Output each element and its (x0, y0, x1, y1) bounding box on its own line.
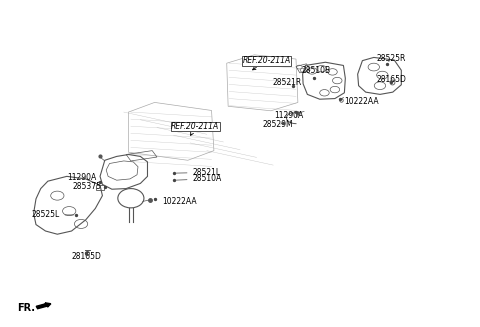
Text: REF.20-211A: REF.20-211A (171, 122, 219, 135)
Text: 11290A: 11290A (274, 111, 303, 120)
Text: FR.: FR. (17, 303, 35, 313)
Text: 10222AA: 10222AA (155, 197, 196, 206)
Text: 285375: 285375 (73, 182, 105, 191)
Text: 28525R: 28525R (377, 54, 406, 62)
Text: 28529M: 28529M (263, 120, 293, 129)
Text: 28510A: 28510A (176, 174, 222, 183)
Text: 28165D: 28165D (377, 76, 407, 84)
Text: 28525L: 28525L (31, 211, 73, 219)
Text: 28521R: 28521R (272, 78, 301, 87)
Text: 10222AA: 10222AA (340, 97, 379, 106)
Text: REF.20-211A: REF.20-211A (242, 56, 290, 70)
Text: 11290A: 11290A (67, 173, 100, 182)
Text: 28510B: 28510B (301, 66, 331, 78)
Text: 28165D: 28165D (72, 252, 101, 261)
FancyArrow shape (36, 303, 51, 309)
Text: 28521L: 28521L (176, 168, 221, 177)
